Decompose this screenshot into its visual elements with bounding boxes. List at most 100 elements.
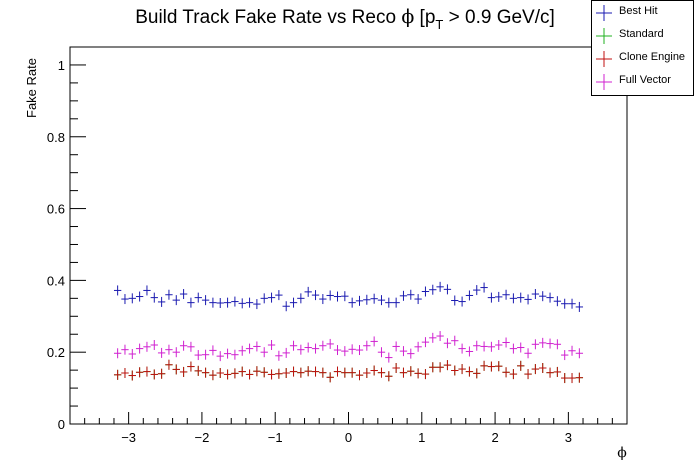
data-point bbox=[480, 282, 488, 293]
data-point bbox=[179, 289, 188, 300]
data-point bbox=[209, 297, 217, 308]
chart-title-rest: > 0.9 GeV/c] bbox=[443, 7, 554, 28]
data-point bbox=[385, 352, 393, 363]
data-point bbox=[539, 362, 547, 373]
data-point bbox=[143, 366, 151, 377]
data-point bbox=[561, 350, 569, 361]
data-point bbox=[150, 340, 158, 351]
x-tick-label: 0 bbox=[345, 430, 352, 445]
data-point bbox=[201, 367, 210, 378]
y-tick-label: 0.4 bbox=[47, 273, 65, 288]
y-tick-label: 0.8 bbox=[47, 130, 65, 145]
data-point bbox=[165, 359, 173, 370]
data-point bbox=[341, 367, 349, 378]
data-point bbox=[282, 368, 290, 379]
data-point bbox=[370, 293, 378, 304]
data-point bbox=[216, 368, 224, 379]
data-point bbox=[282, 301, 290, 312]
data-point bbox=[194, 292, 202, 303]
data-point bbox=[451, 295, 459, 306]
data-point bbox=[172, 347, 180, 358]
data-point bbox=[502, 289, 510, 300]
data-point bbox=[187, 361, 195, 372]
data-point bbox=[509, 293, 518, 304]
data-point bbox=[392, 362, 400, 373]
data-point bbox=[575, 301, 584, 312]
x-tick-label: 1 bbox=[418, 430, 425, 445]
data-point bbox=[289, 340, 298, 351]
data-point bbox=[502, 337, 510, 348]
data-point bbox=[297, 367, 305, 378]
data-point bbox=[260, 293, 268, 304]
data-point bbox=[135, 367, 144, 378]
data-point bbox=[421, 369, 430, 380]
data-point bbox=[487, 292, 496, 303]
data-point bbox=[333, 345, 342, 356]
data-point bbox=[451, 365, 459, 376]
data-point bbox=[546, 367, 554, 378]
data-point bbox=[201, 295, 210, 306]
data-point bbox=[561, 298, 569, 309]
data-point bbox=[524, 294, 532, 305]
data-point bbox=[194, 365, 202, 376]
data-point bbox=[216, 298, 224, 309]
plot-frame bbox=[69, 46, 628, 425]
data-point bbox=[187, 341, 195, 352]
data-point bbox=[539, 291, 547, 302]
data-point bbox=[443, 360, 452, 371]
data-point bbox=[553, 339, 562, 350]
data-point bbox=[245, 343, 254, 354]
data-point bbox=[304, 286, 312, 297]
series-best-hit bbox=[113, 281, 584, 312]
data-point bbox=[473, 368, 481, 379]
data-point bbox=[165, 344, 173, 355]
y-axis: 0 0.2 0.4 0.6 0.8 1 bbox=[47, 58, 86, 432]
data-point bbox=[377, 295, 386, 306]
data-point bbox=[495, 361, 503, 372]
data-point bbox=[150, 292, 158, 303]
data-point bbox=[267, 369, 276, 380]
data-point bbox=[289, 366, 298, 377]
data-point bbox=[253, 366, 261, 377]
x-tick-label: −3 bbox=[121, 430, 136, 445]
data-point bbox=[348, 297, 356, 308]
data-point bbox=[407, 289, 415, 300]
data-point bbox=[399, 367, 408, 378]
legend-marker-full-vector bbox=[596, 74, 612, 90]
data-point bbox=[165, 289, 173, 300]
data-point bbox=[458, 296, 466, 307]
data-point bbox=[414, 341, 422, 352]
data-point bbox=[546, 292, 554, 303]
data-point bbox=[135, 343, 144, 354]
data-point bbox=[231, 296, 239, 307]
data-point bbox=[355, 345, 364, 356]
data-point bbox=[363, 340, 371, 351]
series-clone-engine bbox=[113, 359, 584, 384]
data-point bbox=[539, 337, 547, 348]
x-axis-label: ϕ bbox=[617, 445, 627, 461]
data-point bbox=[473, 340, 481, 351]
chart-title-main: Build Track Fake Rate vs Reco bbox=[135, 7, 401, 28]
data-point bbox=[231, 349, 239, 360]
data-point bbox=[385, 371, 393, 382]
data-point bbox=[304, 342, 312, 353]
data-point bbox=[524, 348, 532, 359]
legend: Best Hit Standard Clone Engine Full Vect… bbox=[591, 0, 694, 96]
data-point bbox=[121, 294, 129, 305]
legend-marker-best-hit bbox=[596, 5, 612, 21]
data-point bbox=[157, 347, 166, 358]
data-point bbox=[304, 366, 312, 377]
data-point bbox=[429, 362, 437, 373]
data-point bbox=[517, 342, 525, 353]
data-point bbox=[253, 299, 261, 310]
data-point bbox=[385, 297, 393, 308]
data-point bbox=[194, 350, 202, 361]
y-tick-label: 0.2 bbox=[47, 345, 65, 360]
data-point bbox=[297, 344, 305, 355]
data-point bbox=[443, 338, 452, 349]
data-point bbox=[245, 297, 254, 308]
data-point bbox=[319, 367, 327, 378]
data-point bbox=[143, 341, 151, 352]
legend-entry-best-hit: Best Hit bbox=[592, 2, 693, 24]
